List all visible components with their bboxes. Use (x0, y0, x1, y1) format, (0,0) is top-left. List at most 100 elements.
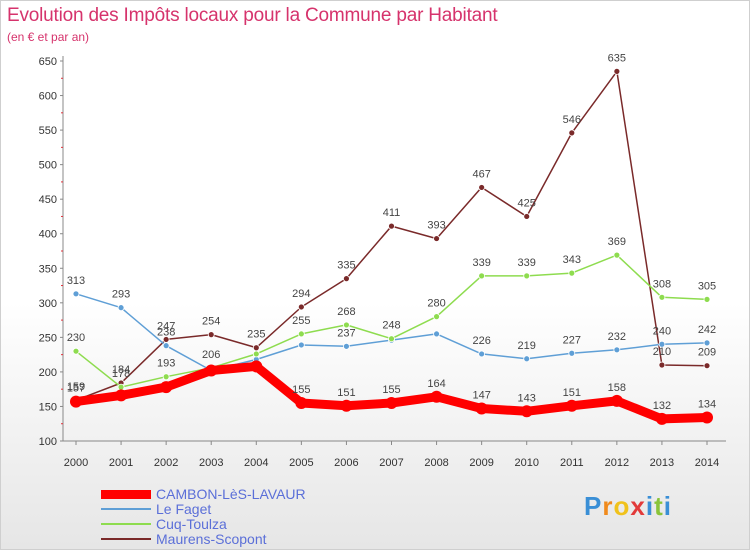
data-point-cuq-toulza (252, 350, 260, 358)
data-point-maurens-scopont (613, 67, 621, 75)
data-label-maurens-scopont: 411 (383, 207, 401, 219)
y-tick-label: 100 (39, 436, 57, 448)
data-label-maurens-scopont: 235 (247, 329, 265, 341)
data-label-cambon-l-s-lavaur: 164 (427, 378, 445, 390)
data-label-maurens-scopont: 184 (112, 364, 130, 376)
data-point-maurens-scopont (568, 129, 576, 137)
x-tick-label: 2008 (424, 457, 448, 469)
x-tick-label: 2000 (64, 457, 88, 469)
data-point-maurens-scopont (297, 303, 305, 311)
y-tick-label: 500 (39, 160, 57, 172)
y-tick-label: 350 (39, 263, 57, 275)
data-point-maurens-scopont (388, 222, 395, 230)
legend-label-cuq-toulza: Cuq-Toulza (156, 516, 227, 532)
x-tick-label: 2009 (469, 457, 493, 469)
data-point-cambon-l-s-lavaur (250, 360, 263, 373)
data-label-le-faget: 232 (608, 331, 626, 343)
data-label-le-faget: 219 (518, 340, 536, 352)
x-tick-label: 2001 (109, 457, 133, 469)
data-label-le-faget: 237 (337, 327, 355, 339)
data-label-le-faget: 313 (67, 275, 85, 287)
data-point-cambon-l-s-lavaur (701, 411, 713, 424)
legend-swatch-cambon (101, 490, 151, 499)
data-point-maurens-scopont (658, 361, 666, 369)
data-point-cambon-l-s-lavaur (655, 412, 668, 425)
data-label-maurens-scopont: 159 (67, 381, 85, 393)
data-label-cambon-l-s-lavaur: 158 (608, 382, 626, 394)
data-point-le-faget (523, 355, 531, 363)
data-point-le-faget (433, 330, 440, 338)
logo-letter: t (654, 491, 664, 521)
x-tick-label: 2005 (289, 457, 313, 469)
data-label-cuq-toulza: 305 (698, 280, 716, 292)
data-label-cuq-toulza: 369 (608, 236, 626, 248)
data-label-cuq-toulza: 248 (382, 320, 400, 332)
data-point-le-faget (658, 340, 666, 348)
data-label-cuq-toulza: 193 (157, 358, 175, 370)
data-label-cuq-toulza: 268 (337, 306, 355, 318)
data-label-maurens-scopont: 210 (653, 346, 671, 358)
data-label-maurens-scopont: 247 (157, 320, 175, 332)
legend-label-le-faget: Le Faget (156, 501, 212, 517)
data-label-maurens-scopont: 635 (608, 52, 626, 64)
data-point-cuq-toulza (523, 272, 531, 280)
data-label-cambon-l-s-lavaur: 143 (518, 392, 536, 404)
data-label-cuq-toulza: 280 (427, 298, 445, 310)
data-point-maurens-scopont (207, 331, 215, 339)
data-point-le-faget (613, 346, 621, 354)
logo-letter: i (645, 491, 655, 521)
data-point-cuq-toulza (433, 313, 440, 321)
y-tick-label: 150 (39, 401, 57, 413)
data-label-cuq-toulza: 230 (67, 332, 85, 344)
data-label-maurens-scopont: 209 (698, 347, 716, 359)
data-point-maurens-scopont (478, 184, 486, 191)
data-point-cambon-l-s-lavaur (70, 395, 82, 408)
data-point-cambon-l-s-lavaur (610, 394, 623, 407)
data-point-cambon-l-s-lavaur (430, 390, 443, 403)
legend-swatch-cuq-toulza (101, 523, 151, 525)
data-label-maurens-scopont: 294 (292, 288, 310, 300)
data-label-cambon-l-s-lavaur: 134 (698, 399, 716, 411)
data-point-le-faget (478, 350, 486, 358)
data-label-cambon-l-s-lavaur: 151 (337, 387, 355, 399)
data-label-cambon-l-s-lavaur: 155 (382, 384, 400, 396)
data-label-cambon-l-s-lavaur: 151 (563, 387, 581, 399)
logo-letter: r (602, 491, 614, 521)
data-point-cuq-toulza (117, 383, 125, 391)
data-label-maurens-scopont: 546 (563, 114, 581, 126)
x-tick-label: 2010 (514, 457, 538, 469)
data-label-cuq-toulza: 206 (202, 349, 220, 361)
logo-letter: x (630, 491, 646, 521)
logo-letter: i (663, 491, 672, 521)
data-point-cuq-toulza (703, 295, 711, 303)
data-label-cuq-toulza: 339 (518, 257, 536, 269)
x-tick-label: 2011 (560, 457, 584, 469)
data-point-cambon-l-s-lavaur (385, 397, 398, 409)
y-tick-label: 650 (39, 56, 57, 68)
data-point-cambon-l-s-lavaur (475, 402, 488, 415)
legend-label-maurens-scopont: Maurens-Scopont (156, 531, 267, 547)
data-label-cuq-toulza: 343 (563, 254, 581, 266)
x-tick-label: 2006 (334, 457, 358, 469)
data-label-cambon-l-s-lavaur: 157 (67, 383, 85, 395)
data-label-cuq-toulza: 255 (292, 315, 310, 327)
data-label-maurens-scopont: 393 (427, 220, 445, 232)
y-tick-label: 450 (39, 194, 57, 206)
data-point-cuq-toulza (568, 269, 576, 277)
legend-label-cambon: CAMBON-LèS-LAVAUR (156, 486, 306, 502)
y-tick-label: 300 (39, 298, 57, 310)
data-label-le-faget: 238 (157, 327, 175, 339)
data-point-maurens-scopont (343, 275, 350, 283)
data-point-cambon-l-s-lavaur (115, 389, 128, 402)
y-tick-label: 400 (39, 229, 57, 241)
data-point-le-faget (343, 342, 350, 350)
data-label-cuq-toulza: 178 (112, 368, 130, 380)
y-tick-label: 550 (39, 125, 57, 137)
data-point-cambon-l-s-lavaur (565, 399, 578, 412)
data-point-le-faget (162, 342, 170, 350)
data-point-cuq-toulza (297, 330, 305, 338)
data-point-cambon-l-s-lavaur (160, 381, 173, 394)
data-label-le-faget: 293 (112, 289, 130, 301)
data-point-maurens-scopont (252, 344, 260, 352)
